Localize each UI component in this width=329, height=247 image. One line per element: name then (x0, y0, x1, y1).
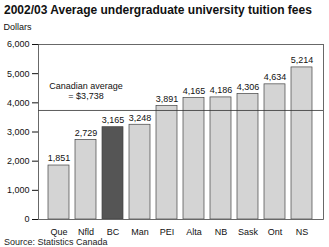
svg-text:2,729: 2,729 (75, 128, 98, 138)
svg-text:NB: NB (215, 227, 228, 237)
svg-text:NS: NS (296, 227, 309, 237)
svg-text:4,165: 4,165 (183, 86, 206, 96)
svg-text:5,000: 5,000 (7, 69, 30, 79)
svg-text:5,214: 5,214 (291, 55, 314, 65)
svg-text:4,186: 4,186 (210, 85, 233, 95)
svg-text:4,634: 4,634 (264, 72, 287, 82)
svg-text:Que: Que (50, 227, 67, 237)
svg-text:PEI: PEI (160, 227, 175, 237)
svg-text:Dollars: Dollars (4, 22, 33, 32)
svg-text:Alta: Alta (186, 227, 202, 237)
html-text:2002/03 Average undergraduate: 2002/03 Average undergraduate university… (4, 3, 312, 17)
svg-text:Sask: Sask (238, 227, 259, 237)
svg-text:6,000: 6,000 (7, 39, 30, 49)
svg-text:4,000: 4,000 (7, 98, 30, 108)
svg-text:4,306: 4,306 (237, 82, 260, 92)
html-text:Source: Statistics Canada: Source: Statistics Canada (4, 237, 108, 247)
svg-text:Ont: Ont (268, 227, 283, 237)
svg-text:1,000: 1,000 (7, 185, 30, 195)
svg-text:3,165: 3,165 (102, 115, 125, 125)
svg-text:3,248: 3,248 (129, 113, 152, 123)
svg-text:BC: BC (107, 227, 120, 237)
svg-text:2,000: 2,000 (7, 156, 30, 166)
svg-text:3,000: 3,000 (7, 127, 30, 137)
svg-text:0: 0 (24, 214, 29, 224)
svg-text:3,891: 3,891 (156, 94, 179, 104)
svg-text:Nfld: Nfld (78, 227, 94, 237)
svg-text:Man: Man (131, 227, 149, 237)
svg-text:1,851: 1,851 (48, 153, 71, 163)
svg-text:Canadian average= $3,738: Canadian average= $3,738 (49, 81, 123, 101)
